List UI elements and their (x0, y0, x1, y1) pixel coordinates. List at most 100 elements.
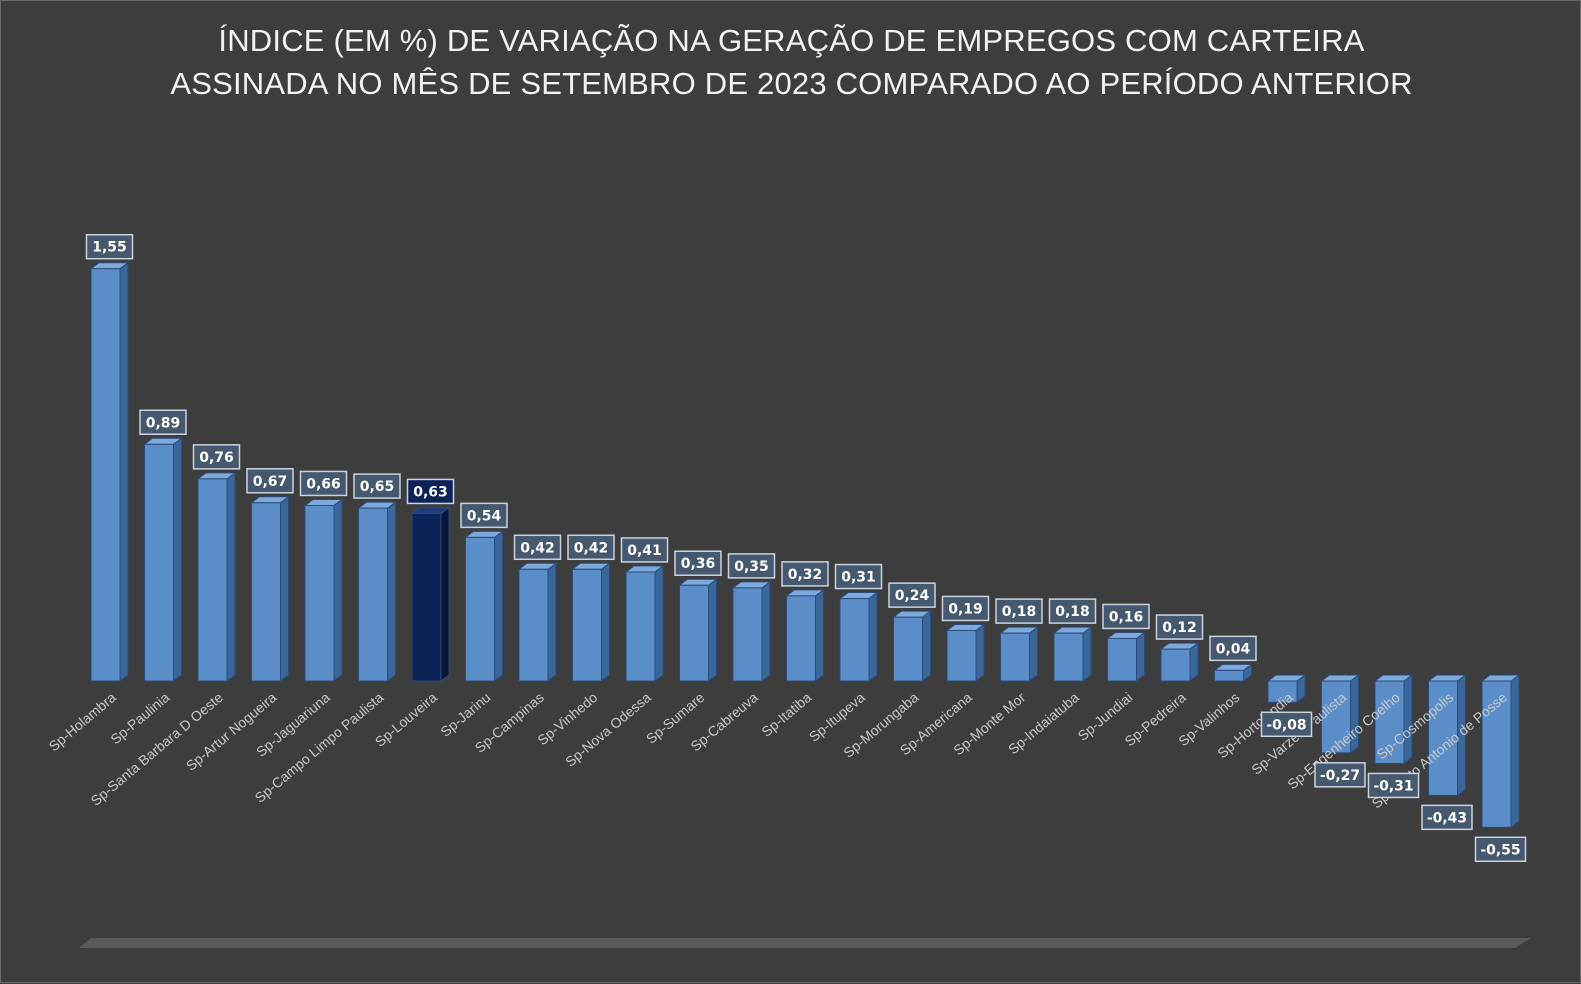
bar-front-sp-santa-barbara-d-oeste (197, 478, 228, 682)
value-label-sp-jundiai: 0,16 (1102, 603, 1150, 630)
bar-side-sp-paulinia (173, 437, 182, 682)
value-label-box-sp-varzea-paulista (1314, 762, 1366, 788)
value-label-box-sp-morungaba (888, 582, 936, 608)
bar-sp-louveira (410, 506, 451, 682)
bar-side-sp-morungaba (922, 610, 931, 682)
bar-sp-campinas (517, 562, 558, 682)
bar-side-sp-americana (975, 623, 985, 682)
value-label-sp-monte-mor: 0,18 (995, 598, 1043, 624)
value-label-text-sp-pedreira: 0,12 (1162, 620, 1197, 636)
value-label-sp-artur-nogueira: 0,67 (246, 468, 294, 494)
value-label-sp-morungaba: 0,24 (888, 582, 936, 608)
bar-side-sp-campo-limpo-paulista (387, 501, 396, 682)
value-label-box-sp-itatiba (781, 561, 829, 587)
value-label-sp-hortolandia: -0,08 (1260, 711, 1313, 738)
value-label-text-sp-holambra: 1,55 (92, 240, 127, 256)
bar-front-sp-engenheiro-coelho (1374, 680, 1405, 764)
chart-title-line-2: ASSINADA NO MÊS DE SETEMBRO DE 2023 COMP… (170, 66, 1413, 101)
value-label-sp-cosmopolis: -0,43 (1421, 804, 1473, 831)
value-label-box-sp-pedreira (1155, 614, 1204, 640)
bar-side-sp-itatiba (815, 588, 824, 682)
value-label-text-sp-americana: 0,19 (948, 601, 983, 617)
bar-sp-hortolandia (1266, 674, 1307, 704)
value-label-text-sp-nova-odessa: 0,41 (627, 543, 662, 559)
bar-front-sp-holambra (90, 268, 121, 682)
value-label-box-sp-cosmopolis (1421, 804, 1473, 831)
value-label-box-sp-jarinu (460, 502, 508, 529)
bar-front-sp-itupeva (839, 598, 870, 682)
chart-title-line-1: ÍNDICE (EM %) DE VARIAÇÃO NA GERAÇÃO DE … (218, 23, 1365, 58)
bar-side-sp-jundiai (1136, 631, 1145, 682)
bar-sp-vinhedo (571, 562, 611, 682)
value-label-sp-santa-barbara-d-oeste: 0,76 (192, 444, 241, 470)
bar-front-sp-sumare (679, 584, 709, 682)
value-label-text-sp-louveira: 0,63 (413, 484, 448, 500)
value-label-box-sp-louveira (406, 478, 455, 505)
bar-sp-valinhos (1213, 663, 1253, 682)
bar-sp-jundiai (1106, 631, 1146, 682)
value-label-box-sp-hortolandia (1260, 711, 1313, 738)
bar-sp-pedreira (1159, 642, 1200, 682)
value-label-text-sp-monte-mor: 0,18 (1002, 604, 1037, 620)
value-label-box-sp-campinas (513, 534, 562, 561)
value-label-box-sp-monte-mor (995, 598, 1043, 624)
value-label-sp-itupeva: 0,31 (834, 563, 883, 590)
value-label-sp-itatiba: 0,32 (781, 561, 829, 587)
bar-sp-nova-odessa (624, 564, 665, 682)
bar-front-sp-jundiai (1107, 637, 1137, 682)
bar-sp-campo-limpo-paulista (357, 501, 397, 682)
bar-front-sp-campinas (518, 568, 549, 682)
value-label-text-sp-santa-barbara-d-oeste: 0,76 (199, 450, 234, 466)
chart-floor (79, 938, 1531, 948)
bar-front-sp-itatiba (786, 595, 816, 682)
bar-sp-varzea-paulista (1320, 674, 1360, 754)
bar-sp-americana (945, 623, 986, 682)
bar-sp-monte-mor (999, 626, 1039, 682)
value-label-sp-cabreuva: 0,35 (727, 553, 776, 579)
value-label-text-sp-hortolandia: -0,08 (1266, 717, 1306, 733)
value-label-text-sp-cabreuva: 0,35 (734, 559, 769, 575)
value-label-box-sp-sumare (674, 550, 722, 576)
value-label-sp-sumare: 0,36 (674, 550, 722, 576)
bar-sp-paulinia (143, 437, 183, 682)
value-label-sp-nova-odessa: 0,41 (620, 537, 669, 563)
value-label-box-sp-itupeva (834, 563, 883, 590)
value-label-text-sp-indaiatuba: 0,18 (1055, 604, 1090, 620)
value-label-sp-holambra: 1,55 (85, 233, 134, 260)
bar-front-sp-monte-mor (1000, 632, 1030, 682)
bar-side-sp-indaiatuba (1082, 626, 1092, 682)
value-label-box-sp-artur-nogueira (246, 468, 294, 494)
value-label-box-sp-vinhedo (567, 534, 615, 561)
value-label-text-sp-campinas: 0,42 (520, 540, 555, 556)
bar-front-sp-hortolandia (1267, 680, 1298, 703)
bar-front-sp-jaguariuna (304, 504, 335, 682)
value-label-text-sp-sumare: 0,36 (681, 556, 716, 572)
bar-front-sp-campo-limpo-paulista (358, 507, 388, 682)
value-label-box-sp-santo-antonio-de-posse (1474, 836, 1527, 863)
bar-front-sp-jarinu (465, 536, 495, 682)
value-label-text-sp-varzea-paulista: -0,27 (1320, 768, 1360, 784)
bar-side-sp-holambra (119, 261, 129, 682)
bars-group (89, 261, 1521, 829)
bar-side-sp-jarinu (494, 530, 503, 682)
value-label-text-sp-campo-limpo-paulista: 0,65 (360, 479, 395, 495)
value-label-box-sp-indaiatuba (1048, 598, 1097, 624)
bar-side-sp-itupeva (868, 591, 878, 682)
bar-front-sp-vinhedo (572, 568, 602, 682)
value-labels-group: 1,55 0,89 0,76 0,67 0,66 0,65 0,63 0,54 0,42 0,42… (85, 233, 1527, 863)
value-label-text-sp-santo-antonio-de-posse: -0,55 (1480, 842, 1520, 858)
value-label-box-sp-engenheiro-coelho (1367, 772, 1420, 799)
value-label-text-sp-valinhos: 0,04 (1216, 641, 1251, 657)
value-label-box-sp-campo-limpo-paulista (353, 473, 401, 499)
bar-front-sp-pedreira (1160, 648, 1191, 682)
value-label-text-sp-vinhedo: 0,42 (574, 540, 609, 556)
bar-front-sp-cosmopolis (1428, 680, 1458, 796)
bar-sp-cosmopolis (1427, 674, 1467, 797)
bar-front-sp-artur-nogueira (251, 502, 281, 682)
value-label-text-sp-paulinia: 0,89 (146, 415, 181, 431)
bar-front-sp-americana (946, 629, 977, 682)
bar-front-sp-paulinia (144, 443, 174, 682)
bar-front-sp-morungaba (893, 616, 923, 682)
